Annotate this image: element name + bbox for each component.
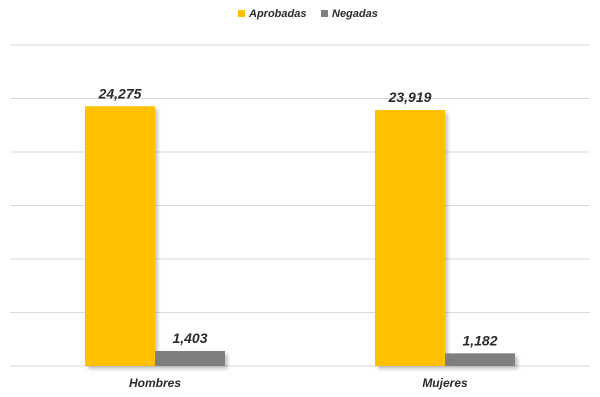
legend-swatch (321, 10, 328, 17)
legend-item: Aprobadas (238, 8, 306, 20)
category-label: Mujeres (422, 376, 468, 390)
data-label: 24,275 (98, 85, 142, 101)
legend-swatch (238, 10, 245, 17)
data-labels-group: 24,275 1,403 23,919 1,182 (98, 85, 498, 348)
legend-label: Aprobadas (248, 8, 306, 20)
category-label: Hombres (129, 376, 181, 390)
data-label: 1,182 (462, 332, 497, 348)
data-label: 23,919 (388, 89, 432, 105)
legend-item: Negadas (321, 8, 378, 20)
bars-group (85, 106, 515, 366)
bar-negadas-mujeres (445, 353, 515, 366)
legend: Aprobadas Negadas (238, 8, 378, 20)
category-labels-group: Hombres Mujeres (129, 376, 468, 390)
data-label: 1,403 (172, 330, 207, 346)
legend-label: Negadas (332, 8, 378, 20)
bar-aprobadas-mujeres (375, 110, 445, 366)
bar-negadas-hombres (155, 350, 225, 366)
bar-aprobadas-hombres (85, 106, 155, 366)
